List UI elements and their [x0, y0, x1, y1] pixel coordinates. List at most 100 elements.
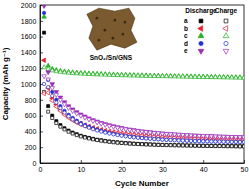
marker — [103, 123, 108, 127]
marker — [238, 75, 243, 79]
marker — [63, 128, 66, 131]
legend-marker — [198, 49, 204, 54]
marker — [95, 129, 98, 132]
legend-marker — [224, 41, 228, 45]
legend: DischargeChargeabcde — [184, 7, 238, 54]
data-area — [41, 5, 244, 148]
marker — [112, 133, 115, 136]
marker — [116, 141, 119, 144]
marker — [47, 110, 50, 113]
marker — [132, 136, 135, 139]
legend-label: b — [184, 25, 188, 32]
marker — [165, 138, 168, 141]
marker — [132, 73, 137, 77]
series — [42, 75, 244, 140]
tick-label: 0 — [39, 166, 43, 173]
marker — [153, 137, 156, 140]
marker — [222, 140, 225, 143]
legend-header: Discharge — [185, 7, 217, 15]
tick-mark — [40, 100, 43, 101]
marker — [198, 144, 201, 147]
marker — [144, 73, 149, 77]
marker — [209, 75, 214, 79]
marker — [136, 136, 139, 139]
marker — [108, 140, 111, 143]
marker — [238, 145, 241, 148]
inset-particle — [124, 21, 127, 24]
marker — [242, 140, 244, 143]
legend-marker — [198, 26, 203, 32]
marker — [148, 137, 151, 140]
marker — [173, 144, 176, 147]
marker — [242, 140, 244, 143]
tick-label: 40 — [200, 166, 208, 173]
marker — [197, 139, 200, 142]
marker — [67, 115, 70, 118]
series — [42, 65, 244, 79]
marker — [165, 143, 168, 146]
marker — [119, 72, 124, 76]
tick-label: 400 — [25, 128, 37, 135]
marker — [87, 126, 90, 129]
marker — [185, 144, 188, 147]
tick-label: 200 — [25, 144, 37, 151]
tick-label: 1200 — [21, 65, 37, 72]
marker — [218, 145, 221, 148]
marker — [128, 135, 131, 138]
marker — [116, 133, 119, 136]
tick: 400 — [25, 128, 43, 135]
marker — [132, 142, 135, 145]
marker — [42, 82, 45, 85]
marker — [169, 143, 172, 146]
marker — [153, 143, 156, 146]
marker — [197, 134, 202, 138]
marker — [82, 124, 86, 129]
marker — [157, 138, 160, 141]
tick-label: 600 — [25, 112, 37, 119]
marker — [128, 135, 131, 138]
marker — [46, 78, 49, 81]
marker — [202, 144, 205, 147]
marker — [177, 144, 180, 147]
marker — [238, 136, 243, 140]
marker — [87, 137, 90, 140]
marker — [213, 135, 218, 139]
marker — [99, 72, 104, 76]
marker — [152, 73, 157, 77]
tick-label: 1000 — [21, 81, 37, 88]
marker — [181, 134, 186, 138]
marker — [234, 75, 239, 79]
marker — [46, 71, 51, 75]
marker — [153, 143, 156, 146]
marker — [230, 140, 233, 143]
marker — [67, 130, 70, 133]
marker — [185, 144, 188, 147]
marker — [221, 74, 226, 78]
series — [42, 14, 244, 79]
marker — [145, 143, 148, 146]
marker — [201, 135, 206, 139]
marker — [127, 72, 132, 76]
marker — [226, 145, 229, 148]
marker — [197, 74, 202, 78]
marker — [70, 118, 74, 123]
marker — [46, 66, 51, 70]
marker — [94, 127, 98, 132]
marker — [202, 140, 205, 143]
inset-particle — [96, 17, 99, 20]
marker — [214, 140, 217, 143]
marker — [197, 74, 202, 78]
series — [43, 90, 244, 148]
marker — [169, 138, 172, 141]
marker — [100, 139, 103, 142]
legend-marker — [199, 19, 203, 23]
axis-line — [41, 163, 245, 164]
marker — [55, 101, 58, 104]
tick-mark — [162, 160, 163, 163]
marker — [123, 72, 128, 76]
marker — [86, 125, 90, 130]
marker — [194, 144, 197, 147]
marker — [168, 133, 173, 137]
marker — [82, 123, 86, 128]
marker — [70, 110, 75, 114]
